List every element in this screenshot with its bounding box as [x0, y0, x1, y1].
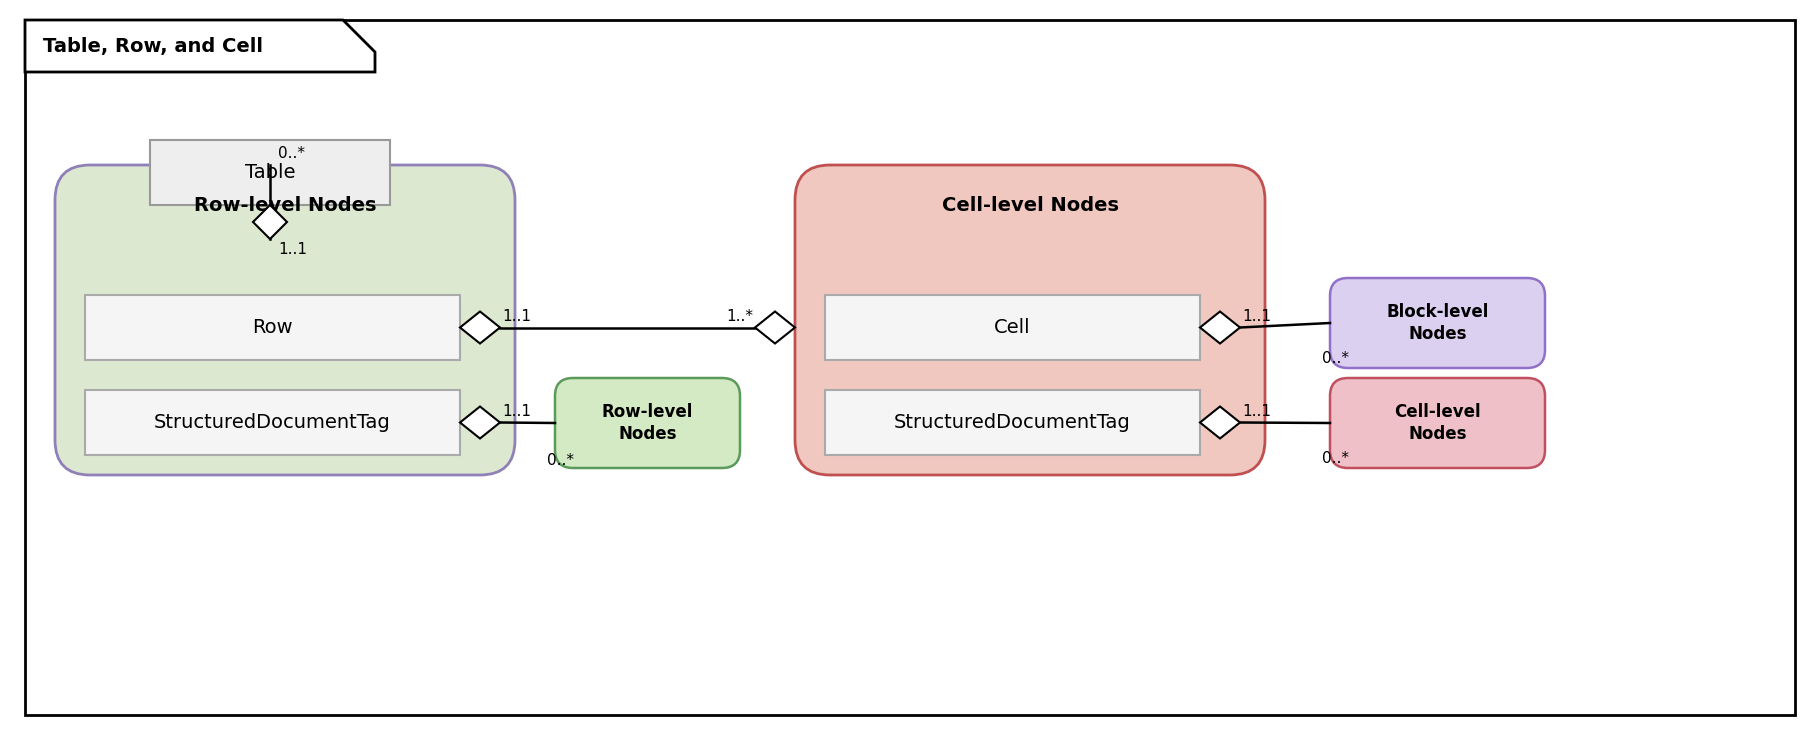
- Polygon shape: [460, 406, 500, 439]
- Text: Table, Row, and Cell: Table, Row, and Cell: [44, 36, 264, 55]
- FancyBboxPatch shape: [55, 165, 515, 475]
- Bar: [86, 295, 460, 360]
- Bar: [86, 390, 460, 455]
- Polygon shape: [25, 20, 375, 72]
- Text: Row-level
Nodes: Row-level Nodes: [602, 403, 693, 443]
- Bar: [824, 390, 1199, 455]
- Text: Cell-level
Nodes: Cell-level Nodes: [1394, 403, 1481, 443]
- Text: 0..*: 0..*: [278, 146, 306, 161]
- Text: StructuredDocumentTag: StructuredDocumentTag: [155, 413, 391, 432]
- Polygon shape: [1199, 406, 1239, 439]
- FancyBboxPatch shape: [795, 165, 1265, 475]
- Text: 0..*: 0..*: [1321, 351, 1349, 366]
- FancyBboxPatch shape: [555, 378, 741, 468]
- Text: 1..1: 1..1: [502, 403, 531, 419]
- Text: 0..*: 0..*: [1321, 451, 1349, 466]
- Polygon shape: [460, 312, 500, 343]
- Polygon shape: [253, 205, 288, 239]
- Polygon shape: [1199, 312, 1239, 343]
- Text: Cell: Cell: [994, 318, 1030, 337]
- FancyBboxPatch shape: [1330, 378, 1545, 468]
- Text: 1..1: 1..1: [278, 242, 308, 257]
- Text: 1..1: 1..1: [1241, 403, 1270, 419]
- Text: 1..1: 1..1: [502, 309, 531, 323]
- Text: Block-level
Nodes: Block-level Nodes: [1387, 303, 1489, 343]
- Text: Table: Table: [244, 163, 295, 182]
- Bar: [824, 295, 1199, 360]
- Text: 1..1: 1..1: [1241, 309, 1270, 323]
- Text: Cell-level Nodes: Cell-level Nodes: [941, 195, 1119, 215]
- FancyBboxPatch shape: [1330, 278, 1545, 368]
- Text: 0..*: 0..*: [548, 453, 573, 468]
- Text: StructuredDocumentTag: StructuredDocumentTag: [894, 413, 1130, 432]
- Bar: [149, 140, 389, 205]
- Polygon shape: [755, 312, 795, 343]
- Text: Row-level Nodes: Row-level Nodes: [193, 195, 377, 215]
- Text: Row: Row: [253, 318, 293, 337]
- Text: 1..*: 1..*: [726, 309, 753, 323]
